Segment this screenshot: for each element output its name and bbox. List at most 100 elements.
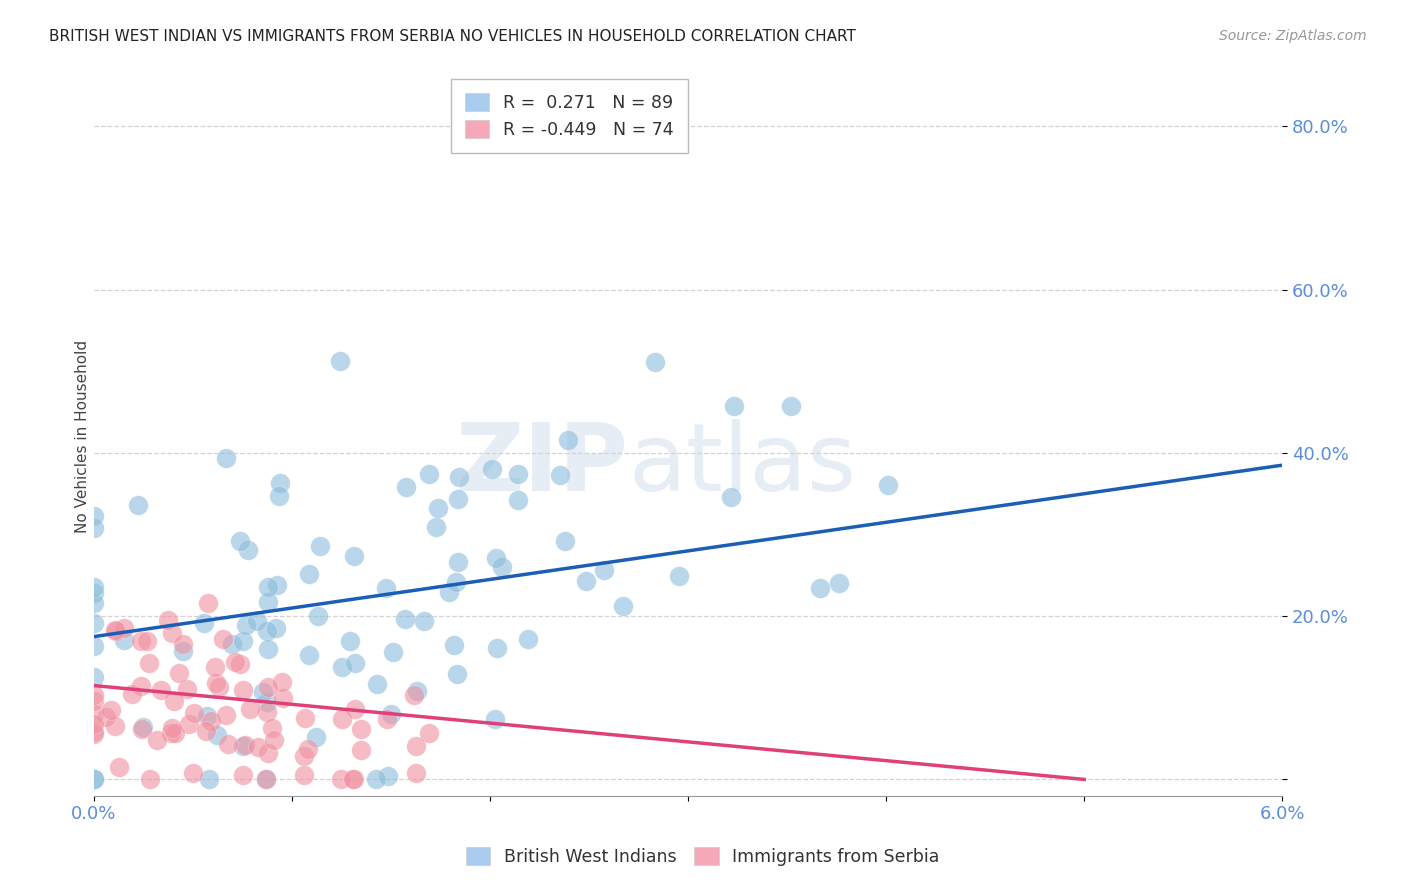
Point (418, 726, 440, 740)
Point (114, 621, 136, 635)
Point (246, 740, 269, 755)
Point (309, 539, 332, 553)
Point (394, 612, 416, 626)
Point (208, 680, 231, 694)
Point (329, 354, 352, 368)
Point (260, 721, 283, 735)
Point (232, 683, 254, 698)
Point (138, 772, 160, 787)
Point (271, 675, 294, 690)
Point (256, 624, 278, 639)
Text: atlas: atlas (628, 419, 856, 511)
Point (160, 726, 183, 740)
Point (83, 640, 105, 654)
Point (342, 772, 364, 787)
Point (83, 580, 105, 594)
Point (405, 739, 427, 753)
Point (112, 633, 135, 648)
Point (780, 399, 803, 413)
Point (252, 685, 274, 699)
Point (366, 677, 388, 691)
Point (292, 749, 315, 764)
Point (96, 709, 118, 723)
Point (163, 694, 186, 708)
Point (108, 760, 131, 774)
Point (135, 633, 157, 648)
Point (364, 772, 387, 787)
Point (557, 434, 579, 448)
Point (149, 683, 172, 698)
Point (491, 560, 513, 574)
Point (343, 772, 366, 787)
Point (449, 470, 471, 484)
Point (425, 520, 447, 534)
Point (266, 621, 288, 635)
Point (257, 580, 280, 594)
Point (644, 355, 666, 369)
Point (83, 586, 105, 600)
Point (172, 644, 194, 658)
Point (517, 632, 540, 647)
Point (181, 765, 204, 780)
Point (305, 730, 328, 744)
Point (508, 492, 530, 507)
Point (146, 733, 169, 747)
Point (167, 665, 190, 680)
Legend: R =  0.271   N = 89, R = -0.449   N = 74: R = 0.271 N = 89, R = -0.449 N = 74 (451, 78, 688, 153)
Point (266, 578, 288, 592)
Point (377, 769, 399, 783)
Point (121, 687, 143, 701)
Point (236, 543, 259, 558)
Point (297, 742, 319, 756)
Point (204, 676, 226, 690)
Point (183, 706, 205, 720)
Y-axis label: No Vehicles in Household: No Vehicles in Household (76, 340, 90, 533)
Point (215, 451, 238, 466)
Point (197, 772, 219, 787)
Point (217, 738, 239, 752)
Point (83, 596, 105, 610)
Point (83, 688, 105, 702)
Text: ZIP: ZIP (456, 419, 628, 511)
Point (83, 725, 105, 739)
Point (193, 615, 215, 630)
Point (215, 707, 238, 722)
Point (195, 723, 218, 738)
Point (446, 575, 468, 590)
Point (256, 706, 278, 720)
Point (548, 468, 571, 483)
Point (446, 666, 468, 681)
Point (808, 582, 831, 596)
Point (486, 640, 509, 655)
Point (298, 566, 321, 581)
Point (104, 623, 127, 637)
Point (269, 475, 291, 490)
Point (239, 702, 262, 716)
Point (197, 596, 219, 610)
Point (349, 722, 371, 736)
Point (427, 500, 450, 515)
Point (235, 738, 257, 752)
Point (83, 615, 105, 630)
Point (204, 660, 226, 674)
Point (443, 638, 465, 652)
Point (232, 768, 254, 782)
Point (256, 595, 278, 609)
Point (256, 680, 278, 694)
Point (246, 614, 269, 628)
Point (83, 670, 105, 684)
Point (271, 690, 294, 705)
Point (104, 719, 127, 733)
Point (160, 721, 183, 735)
Point (554, 533, 576, 548)
Point (668, 569, 690, 583)
Point (205, 728, 228, 742)
Point (232, 739, 254, 754)
Point (228, 534, 250, 549)
Point (269, 489, 291, 503)
Point (406, 684, 429, 698)
Point (575, 574, 598, 588)
Point (412, 615, 434, 629)
Point (127, 498, 149, 512)
Point (257, 642, 280, 657)
